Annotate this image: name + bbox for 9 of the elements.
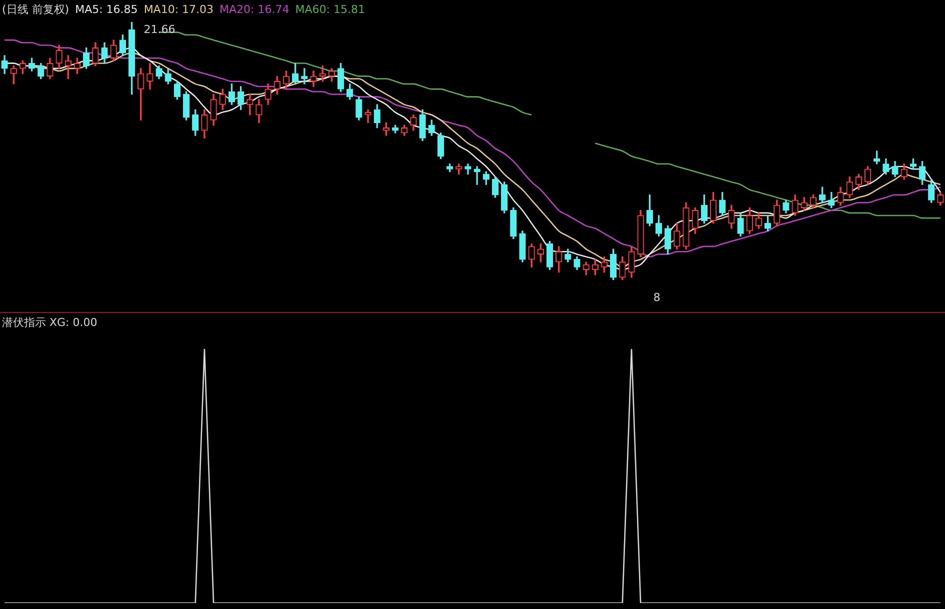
text: MA60: 15.81	[295, 3, 365, 16]
text: 8	[653, 290, 660, 304]
candlestick	[474, 166, 480, 185]
annotation: 21.66	[144, 22, 176, 36]
text: MA10: 17.03	[144, 3, 214, 16]
chart-title: 潜伏指示 XG: 0.00	[2, 316, 98, 329]
text: MA20: 16.74	[220, 3, 290, 16]
text: MA5: 16.85	[75, 3, 138, 16]
chart-title: (日线 前复权)	[2, 3, 70, 16]
